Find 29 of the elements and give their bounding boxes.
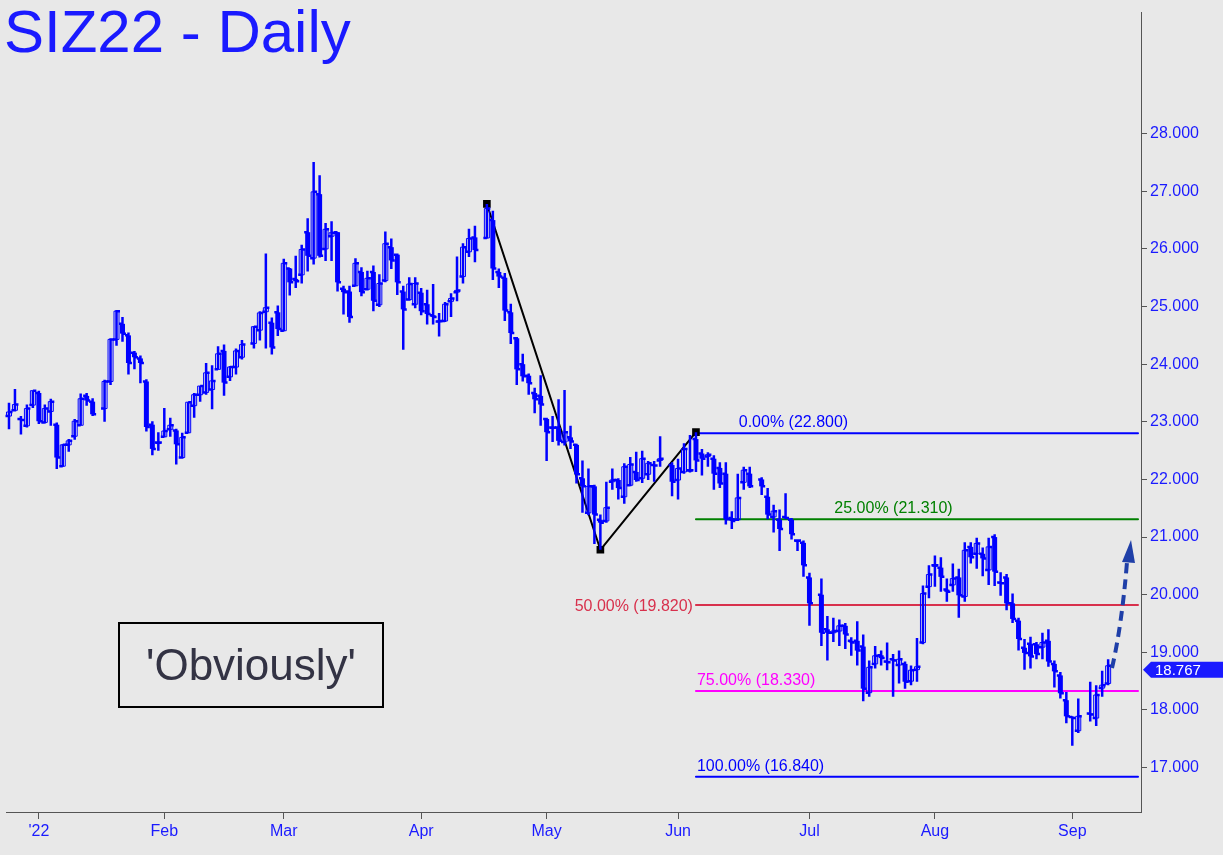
y-tick-label: 28.000 xyxy=(1150,124,1200,142)
x-tick-label: Jul xyxy=(799,822,820,840)
y-tick-label: 23.000 xyxy=(1150,412,1200,430)
y-tick-label: 18.000 xyxy=(1150,700,1200,718)
y-tick-label: 19.000 xyxy=(1150,642,1200,660)
series-label: 25.00% (21.310) xyxy=(834,499,953,517)
y-tick-label: 22.000 xyxy=(1150,469,1200,487)
series-label: 50.00% (19.820) xyxy=(574,597,693,615)
x-tick-label: Jun xyxy=(665,822,691,840)
y-tick-label: 21.000 xyxy=(1150,527,1200,545)
x-tick-label: Sep xyxy=(1058,822,1087,840)
y-tick-label: 17.000 xyxy=(1150,758,1200,776)
annotation: 'Obviously' xyxy=(118,622,384,708)
x-tick-label: Mar xyxy=(270,822,299,840)
text: 18.767 xyxy=(1155,660,1201,678)
series-label: 100.00% (16.840) xyxy=(696,756,825,774)
x-tick-label: Feb xyxy=(150,822,179,840)
y-tick-label: 25.000 xyxy=(1150,296,1200,314)
series-label: 0.00% (22.800) xyxy=(738,413,849,431)
x-tick-label: '22 xyxy=(28,822,50,840)
y-tick-label: 27.000 xyxy=(1150,181,1200,199)
y-tick-label: 26.000 xyxy=(1150,239,1200,257)
series-label: 75.00% (18.330) xyxy=(696,670,816,688)
x-tick-label: Apr xyxy=(408,822,435,840)
y-tick-label: 20.000 xyxy=(1150,585,1200,603)
x-tick-label: Aug xyxy=(920,822,950,840)
chart-title: SIZ22 - Daily xyxy=(4,0,351,67)
y-tick-label: 24.000 xyxy=(1150,354,1200,372)
x-tick-label: May xyxy=(531,822,562,840)
